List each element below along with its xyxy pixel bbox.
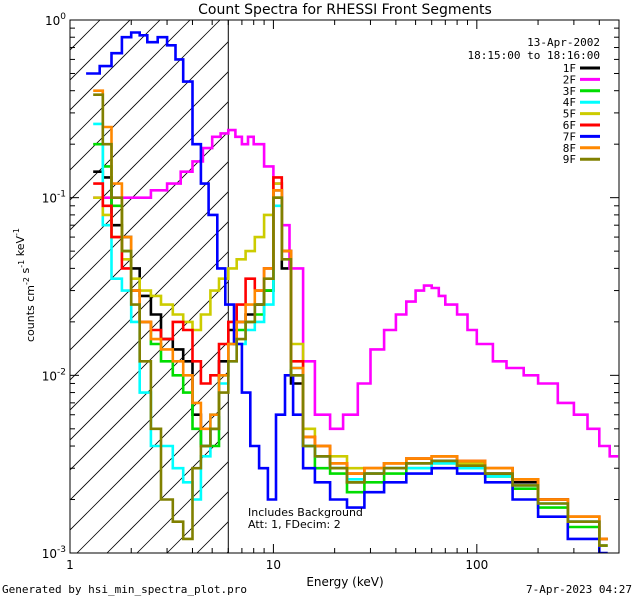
hatch-line bbox=[70, 371, 229, 531]
legend-label-6F: 6F bbox=[563, 119, 576, 132]
series-7F bbox=[86, 31, 608, 553]
hatch-line bbox=[70, 71, 229, 231]
legend-label-7F: 7F bbox=[563, 130, 576, 143]
hatch-line bbox=[70, 101, 229, 261]
hatch-line bbox=[70, 161, 229, 321]
observation-date: 13-Apr-2002 bbox=[527, 36, 600, 49]
annotation-attenuator: Att: 1, FDecim: 2 bbox=[248, 518, 341, 531]
hatch-line bbox=[70, 221, 229, 381]
legend-label-5F: 5F bbox=[563, 108, 576, 121]
legend-label-2F: 2F bbox=[563, 73, 576, 86]
hatched-region bbox=[70, 20, 229, 553]
hatch-line bbox=[70, 251, 229, 411]
hatch-line bbox=[136, 461, 229, 553]
footer-timestamp: 7-Apr-2023 04:27 bbox=[526, 583, 632, 596]
chart-title: Count Spectra for RHESSI Front Segments bbox=[198, 2, 492, 18]
x-tick-label: 1 bbox=[66, 558, 74, 572]
hatch-line bbox=[70, 191, 229, 351]
x-axis-label: Energy (keV) bbox=[306, 575, 383, 589]
legend-label-9F: 9F bbox=[563, 153, 576, 166]
plot-frame bbox=[69, 19, 620, 554]
legend-label-4F: 4F bbox=[563, 96, 576, 109]
hatch-line bbox=[70, 131, 229, 291]
hatch-line bbox=[70, 20, 191, 141]
hatch-line bbox=[70, 311, 229, 471]
hatch-line bbox=[106, 431, 229, 553]
hatch-line bbox=[70, 341, 229, 501]
x-tick-label: 10 bbox=[266, 558, 281, 572]
annotation-background: Includes Background bbox=[248, 506, 363, 519]
hatch-line bbox=[70, 20, 161, 111]
hatch-line bbox=[76, 401, 229, 553]
legend-label-8F: 8F bbox=[563, 142, 576, 155]
x-tick-label: 100 bbox=[465, 558, 488, 572]
legend-label-1F: 1F bbox=[563, 62, 576, 75]
y-axis-label: counts cm-2 s-1 keV-1 bbox=[12, 228, 37, 342]
hatch-line bbox=[70, 20, 221, 171]
series-lines bbox=[86, 31, 619, 553]
footer-generated-by: Generated by hsi_min_spectra_plot.pro bbox=[2, 583, 248, 596]
series-9F bbox=[93, 93, 608, 547]
hatch-line bbox=[70, 281, 229, 441]
time-range: 18:15:00 to 18:16:00 bbox=[468, 49, 600, 62]
hatch-line bbox=[70, 41, 229, 201]
series-2F bbox=[93, 128, 619, 458]
legend-label-3F: 3F bbox=[563, 85, 576, 98]
